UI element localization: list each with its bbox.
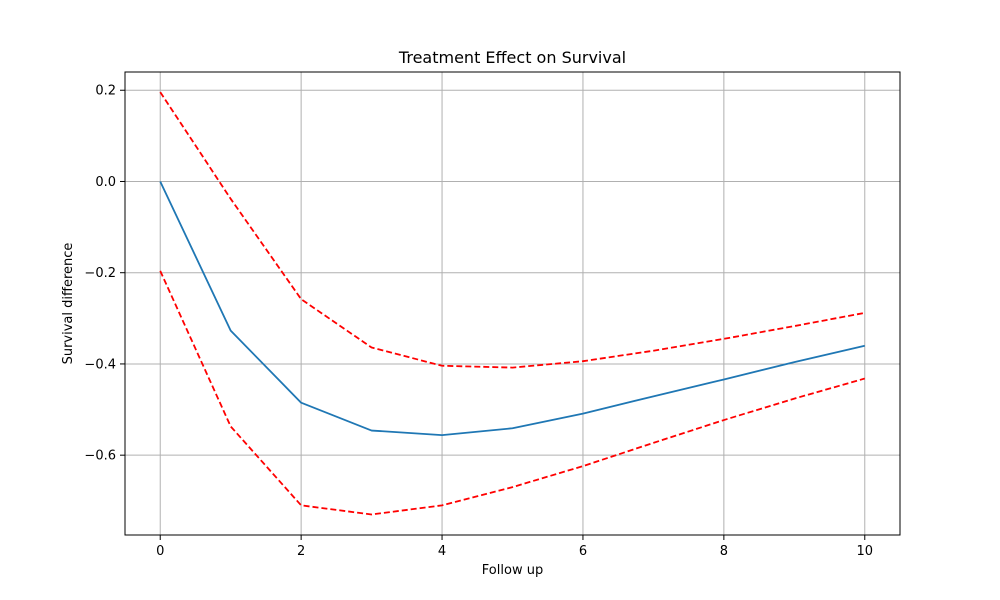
plot-series bbox=[159, 91, 866, 516]
x-tick-label: 8 bbox=[720, 544, 728, 559]
series-line-upper bbox=[159, 91, 865, 369]
x-tick-label: 6 bbox=[579, 544, 587, 559]
series-line-lower bbox=[159, 270, 866, 516]
x-axis-label: Follow up bbox=[482, 563, 543, 578]
axis-ticks: 0 2 4 6 8 10 0.2 0.0 −0.2 −0.4 −0.6 bbox=[84, 84, 873, 559]
y-axis-label: Survival difference bbox=[61, 243, 76, 365]
y-tick-label: 0.0 bbox=[95, 175, 116, 190]
plot-frame bbox=[124, 71, 901, 536]
x-tick-label: 2 bbox=[297, 544, 305, 559]
y-tick-label: −0.6 bbox=[84, 449, 116, 464]
x-tick-label: 0 bbox=[156, 544, 164, 559]
x-tick-label: 4 bbox=[438, 544, 446, 559]
y-tick-label: −0.2 bbox=[84, 266, 116, 281]
y-tick-label: −0.4 bbox=[84, 357, 116, 372]
series-line-estimate bbox=[159, 181, 865, 437]
grid-lines bbox=[125, 72, 900, 535]
chart-title: Treatment Effect on Survival bbox=[398, 48, 626, 67]
x-tick-label: 10 bbox=[856, 544, 873, 559]
y-tick-label: 0.2 bbox=[95, 84, 116, 99]
